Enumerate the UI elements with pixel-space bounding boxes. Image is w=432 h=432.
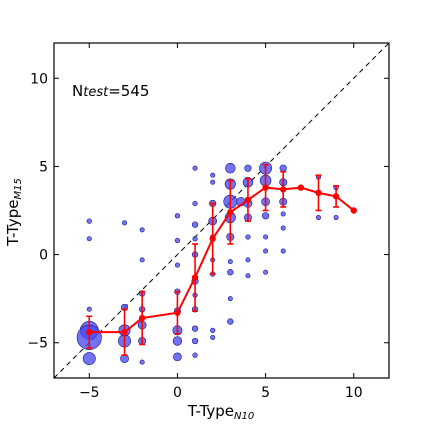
identity-line (54, 43, 389, 378)
scatter-point (333, 215, 339, 221)
scatter-point (263, 248, 269, 254)
mean-point (297, 184, 305, 191)
scatter-point (192, 352, 198, 358)
x-axis-label: T-TypeN10 (187, 402, 255, 422)
x-tick-label: 10 (345, 385, 363, 401)
scatter-point (122, 220, 128, 226)
y-tick-label: 5 (39, 159, 48, 175)
plot-frame (53, 42, 390, 379)
axis-ticks: −5 0 5 10 −5 0 5 10 (27, 43, 389, 401)
scatter-point (210, 172, 216, 178)
x-axis-label-main: T-Type (187, 402, 234, 420)
mean-point (227, 209, 234, 216)
mean-point (332, 193, 340, 200)
scatter-point (139, 257, 145, 263)
scatter-point (245, 234, 251, 240)
sample-size-annotation: Ntest=545 (72, 82, 149, 100)
scatter-point (174, 237, 181, 244)
mean-point (280, 186, 287, 193)
y-tick-label: −5 (27, 336, 48, 352)
scatter-point (192, 236, 198, 242)
y-axis-label: T-TypeM15 (4, 178, 24, 247)
mean-point (138, 314, 146, 322)
scatter-point (82, 352, 96, 366)
scatter-point (173, 352, 182, 362)
annotation-n: N (72, 82, 83, 100)
scatter-point (227, 296, 233, 302)
mean-point (209, 235, 216, 242)
scatter-point (227, 259, 233, 265)
scatter-point (210, 334, 216, 340)
scatter-point (315, 215, 321, 221)
annotation-sub: test (83, 85, 109, 100)
scatter-point (192, 165, 198, 171)
x-tick-label: −5 (79, 385, 100, 401)
scatter-point (280, 225, 286, 231)
scatter-point (139, 227, 145, 233)
scatter-point (280, 211, 286, 217)
y-tick-label: 10 (30, 71, 48, 87)
scatter-point (245, 257, 251, 263)
scatter-point (279, 164, 287, 172)
scatter-point (86, 306, 92, 312)
mean-point (350, 207, 357, 214)
scatter-point (139, 359, 145, 365)
scatter-point (191, 325, 199, 332)
x-tick-label: 0 (173, 385, 182, 401)
plot-area (54, 43, 389, 378)
scatter-point (86, 218, 92, 224)
mean-point (262, 184, 269, 191)
y-axis-label-sub: M15 (13, 178, 24, 199)
scatter-point (174, 213, 181, 219)
scatter-point (263, 269, 269, 275)
scatter-point (210, 179, 216, 185)
scatter-point (172, 336, 183, 346)
y-axis-label-main: T-Type (4, 200, 22, 247)
scatter-point (263, 234, 269, 240)
mean-point (315, 189, 322, 197)
mean-point (174, 309, 181, 316)
x-axis-label-sub: N10 (234, 411, 254, 422)
scatter-point (227, 269, 234, 276)
scatter-point (86, 236, 92, 242)
scatter-point (225, 162, 236, 174)
mean-point (244, 196, 252, 204)
scatter-point (210, 327, 216, 334)
scatter-point (227, 318, 234, 325)
mean-point (86, 328, 93, 336)
y-tick-label: 0 (39, 248, 48, 264)
scatter-point (280, 248, 286, 254)
scatter-point (174, 262, 180, 268)
scatter-point (244, 164, 252, 172)
scatter-point (192, 200, 198, 207)
scatter-point (261, 212, 270, 220)
annotation-value: =545 (108, 82, 149, 100)
x-tick-label: 5 (261, 385, 270, 401)
mean-point (121, 328, 128, 336)
scatter-point (191, 221, 199, 228)
mean-point (191, 274, 199, 281)
scatter-point (245, 273, 251, 279)
scatter-point (191, 337, 199, 345)
